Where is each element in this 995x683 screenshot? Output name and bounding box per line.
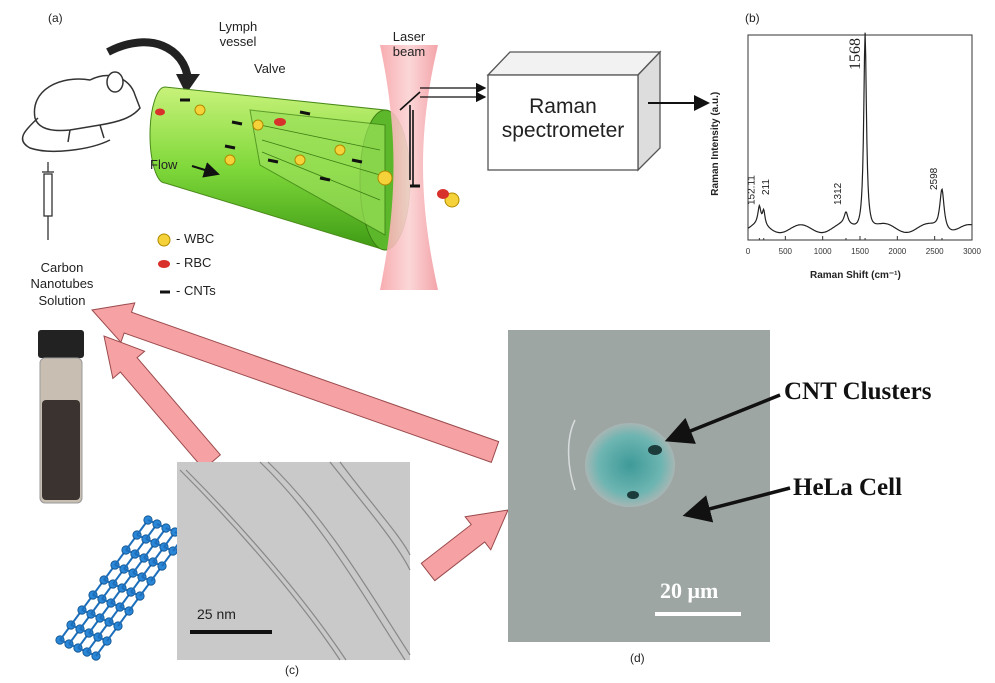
figure: 0 500 1000 1500 2000 2500 3000 152.11 211 1312 156… (0, 0, 995, 683)
scale-label: 20 μm (660, 578, 718, 603)
nanotube-model (56, 516, 188, 660)
legend-entry: - WBC (176, 232, 214, 247)
label: CNT Clusters (784, 378, 931, 407)
vial (38, 330, 84, 503)
pink-arrow (421, 510, 508, 581)
label: Lymph vessel (208, 20, 268, 50)
label: Flow (150, 158, 177, 173)
x-tick-label: 2000 (888, 247, 906, 256)
scale-label: 25 nm (197, 606, 236, 622)
tem-image (177, 462, 410, 660)
lymph-vessel (150, 87, 410, 250)
mouse (22, 72, 140, 151)
label: HeLa Cell (793, 474, 902, 503)
syringe (42, 162, 54, 240)
legend-entry: - CNTs (176, 284, 216, 299)
x-tick-label: 500 (779, 247, 793, 256)
panel-label: (c) (285, 664, 299, 678)
label: Carbon Nanotubes Solution (22, 260, 102, 309)
axis-title: Raman Intensity (a.u.) (710, 92, 722, 196)
label: Valve (254, 62, 286, 77)
rbc-icon (437, 189, 449, 199)
label: Raman spectrometer (488, 95, 638, 143)
peak-label: 152.11 (746, 175, 757, 205)
x-tick-label: 1000 (814, 247, 832, 256)
peak-label: 1568 (847, 38, 864, 70)
hela-image (508, 330, 770, 642)
legend-entry: - RBC (176, 256, 211, 271)
peak-label: 211 (761, 179, 772, 195)
x-tick-label: 1500 (851, 247, 869, 256)
label: Laser beam (384, 30, 434, 60)
peak-label: 2598 (929, 167, 940, 190)
spectrum: 0 500 1000 1500 2000 2500 3000 152.11 211 1312 156… (746, 33, 982, 256)
panel-label: (d) (630, 652, 645, 666)
axis-title: Raman Shift (cm⁻¹) (810, 270, 901, 282)
panel-label: (b) (745, 12, 760, 26)
legend-wbc-icon (158, 234, 170, 246)
x-tick-label: 3000 (963, 247, 981, 256)
x-tick-label: 2500 (926, 247, 944, 256)
panel-label: (a) (48, 12, 63, 26)
peak-label: 1312 (833, 182, 844, 205)
legend-rbc-icon (158, 260, 170, 268)
x-tick-label: 0 (746, 247, 751, 256)
